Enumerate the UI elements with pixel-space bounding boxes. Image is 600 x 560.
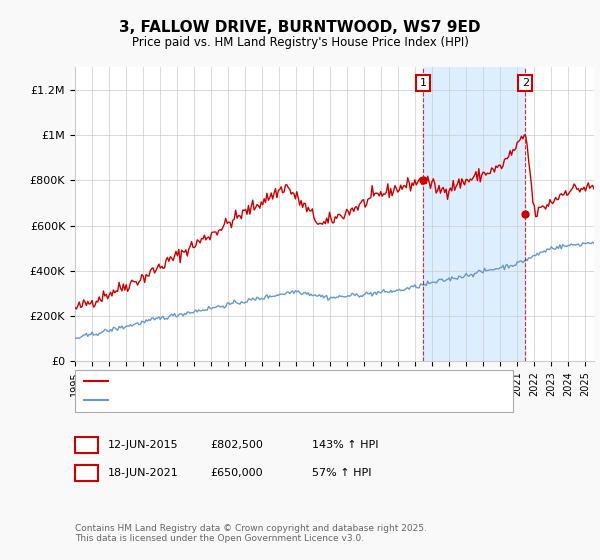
Text: 3, FALLOW DRIVE, BURNTWOOD, WS7 9ED: 3, FALLOW DRIVE, BURNTWOOD, WS7 9ED: [119, 20, 481, 35]
Text: 12-JUN-2015: 12-JUN-2015: [108, 440, 179, 450]
Text: HPI: Average price, detached house, Lichfield: HPI: Average price, detached house, Lich…: [114, 395, 351, 405]
Text: Contains HM Land Registry data © Crown copyright and database right 2025.
This d: Contains HM Land Registry data © Crown c…: [75, 524, 427, 543]
Text: 18-JUN-2021: 18-JUN-2021: [108, 468, 179, 478]
Text: £650,000: £650,000: [210, 468, 263, 478]
Text: 2: 2: [521, 78, 529, 88]
Text: 143% ↑ HPI: 143% ↑ HPI: [312, 440, 379, 450]
Text: 57% ↑ HPI: 57% ↑ HPI: [312, 468, 371, 478]
Text: 2: 2: [83, 468, 90, 478]
Text: 1: 1: [83, 440, 90, 450]
Bar: [423, 67, 525, 361]
Text: 1: 1: [419, 78, 427, 88]
Text: 3, FALLOW DRIVE, BURNTWOOD, WS7 9ED (detached house): 3, FALLOW DRIVE, BURNTWOOD, WS7 9ED (det…: [114, 376, 430, 386]
Text: £802,500: £802,500: [210, 440, 263, 450]
Text: Price paid vs. HM Land Registry's House Price Index (HPI): Price paid vs. HM Land Registry's House …: [131, 36, 469, 49]
